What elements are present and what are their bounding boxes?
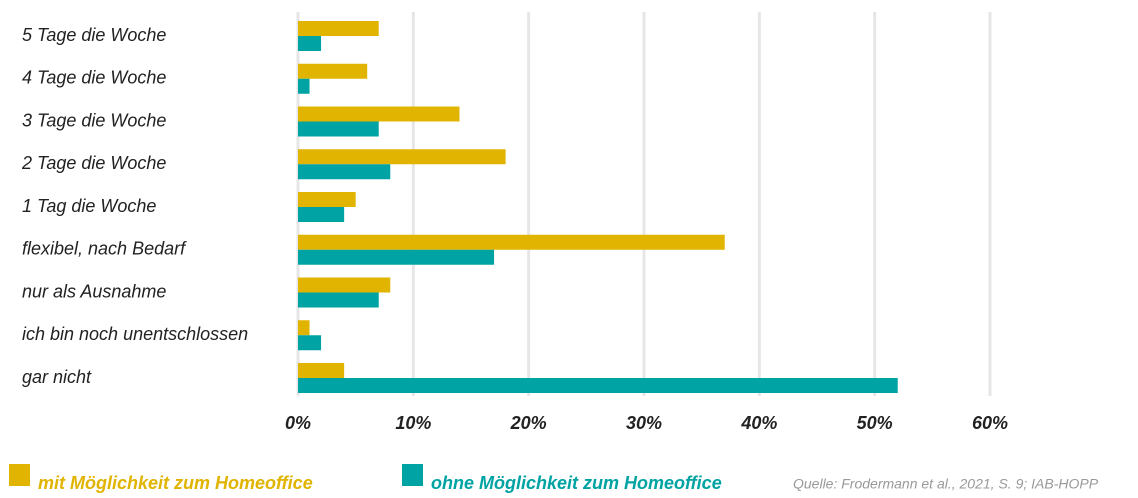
legend-label: mit Möglichkeit zum Homeoffice [38,473,313,493]
bar [298,234,725,250]
bar [298,164,391,180]
bar [298,320,310,336]
bar [298,21,379,36]
legend-swatch [9,464,30,486]
bar [298,378,898,393]
x-tick-label: 20% [510,413,547,433]
bar [298,63,368,79]
category-label: gar nicht [22,367,92,387]
bar [298,121,379,137]
source: Quelle: Frodermann et al., 2021, S. 9; I… [793,476,1099,492]
bar [298,292,379,308]
category-label: 4 Tage die Woche [22,68,166,88]
x-tick-label: 10% [395,413,431,433]
bar [298,106,460,122]
category-label: 2 Tage die Woche [21,153,166,173]
x-tick-label: 40% [740,413,777,433]
bar [298,363,345,378]
category-label: ich bin noch unentschlossen [22,324,248,344]
category-label: 5 Tage die Woche [22,25,166,45]
category-label: nur als Ausnahme [22,281,166,301]
category-label: 1 Tag die Woche [22,196,156,216]
bar [298,149,506,165]
category-label: 3 Tage die Woche [22,110,166,130]
bar [298,192,356,207]
x-tick-label: 50% [857,413,893,433]
bar [298,36,322,51]
bar [298,277,391,293]
bar [298,78,310,94]
x-tick-label: 0% [285,413,311,433]
bar [298,249,495,265]
legend-label: ohne Möglichkeit zum Homeoffice [431,473,722,493]
category-label: flexibel, nach Bedarf [22,239,187,259]
legend-swatch [402,464,423,486]
bar [298,335,322,351]
x-tick-label: 60% [972,413,1008,433]
x-tick-label: 30% [626,413,662,433]
bar [298,207,345,222]
